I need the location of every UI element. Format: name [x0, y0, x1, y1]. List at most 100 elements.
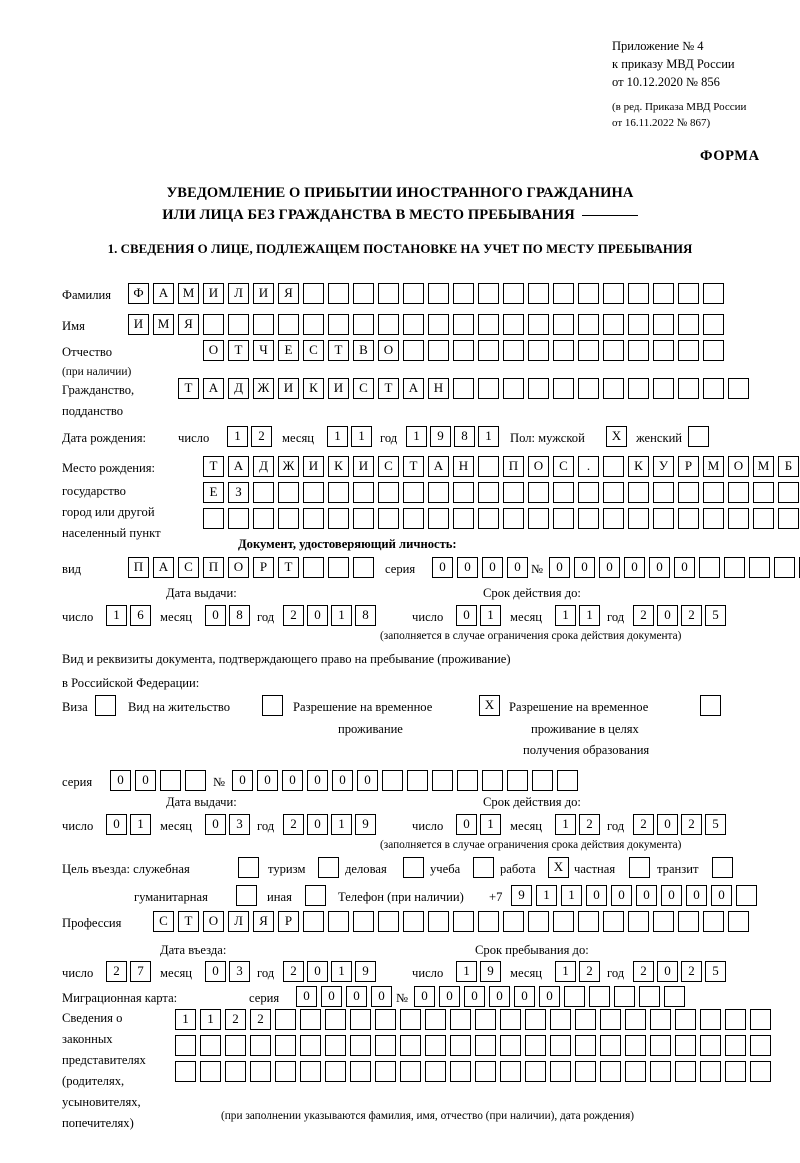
char-cell[interactable] [278, 482, 299, 503]
char-cell[interactable]: Ф [128, 283, 149, 304]
char-cell[interactable] [353, 482, 374, 503]
char-cell[interactable] [728, 911, 749, 932]
char-cell[interactable]: П [203, 557, 224, 578]
char-cell[interactable]: 2 [250, 1009, 271, 1030]
char-cell[interactable]: Л [228, 911, 249, 932]
char-cell[interactable]: А [428, 456, 449, 477]
char-cell[interactable]: О [228, 557, 249, 578]
char-cell[interactable] [353, 911, 374, 932]
char-cell[interactable] [650, 1035, 671, 1056]
char-cell[interactable] [253, 482, 274, 503]
char-cell[interactable] [428, 283, 449, 304]
char-cell[interactable]: 0 [307, 961, 328, 982]
char-cell[interactable] [778, 508, 799, 529]
char-cell[interactable]: 5 [705, 814, 726, 835]
char-cell[interactable]: 8 [229, 605, 250, 626]
char-cell[interactable]: 2 [579, 961, 600, 982]
char-cell[interactable]: 0 [205, 605, 226, 626]
char-cell[interactable] [353, 557, 374, 578]
char-cell[interactable]: 1 [555, 605, 576, 626]
char-cell[interactable] [425, 1009, 446, 1030]
char-cell[interactable]: Л [228, 283, 249, 304]
char-cell[interactable]: 0 [110, 770, 131, 791]
char-cell[interactable]: 2 [579, 814, 600, 835]
char-cell[interactable] [628, 340, 649, 361]
char-cell[interactable] [700, 1061, 721, 1082]
char-cell[interactable] [453, 508, 474, 529]
char-cell[interactable] [678, 340, 699, 361]
char-cell[interactable] [428, 911, 449, 932]
char-cell[interactable]: И [253, 283, 274, 304]
char-cell[interactable] [603, 283, 624, 304]
char-cell[interactable]: 1 [480, 814, 501, 835]
char-cell[interactable] [700, 1035, 721, 1056]
char-cell[interactable] [228, 314, 249, 335]
char-cell[interactable] [528, 482, 549, 503]
char-cell[interactable] [532, 770, 553, 791]
char-cell[interactable]: 0 [624, 557, 645, 578]
char-cell[interactable] [328, 283, 349, 304]
char-cell[interactable] [325, 1035, 346, 1056]
char-cell[interactable] [403, 911, 424, 932]
char-cell[interactable] [500, 1061, 521, 1082]
char-cell[interactable]: 1 [561, 885, 582, 906]
char-cell[interactable] [160, 770, 181, 791]
char-cell[interactable]: 9 [355, 814, 376, 835]
char-cell[interactable]: 0 [282, 770, 303, 791]
char-cell[interactable] [703, 911, 724, 932]
char-cell[interactable]: Е [203, 482, 224, 503]
char-cell[interactable] [303, 482, 324, 503]
char-cell[interactable] [378, 283, 399, 304]
char-cell[interactable] [557, 770, 578, 791]
char-cell[interactable] [564, 986, 585, 1007]
char-cell[interactable]: Я [178, 314, 199, 335]
char-cell[interactable]: А [153, 557, 174, 578]
char-cell[interactable]: 2 [681, 961, 702, 982]
char-cell[interactable] [724, 557, 745, 578]
char-cell[interactable]: 1 [331, 814, 352, 835]
char-cell[interactable] [650, 1009, 671, 1030]
char-cell[interactable]: 0 [514, 986, 535, 1007]
purpose-official-checkbox[interactable] [238, 857, 259, 878]
char-cell[interactable]: 8 [355, 605, 376, 626]
char-cell[interactable] [653, 508, 674, 529]
char-cell[interactable] [328, 314, 349, 335]
char-cell[interactable] [478, 456, 499, 477]
char-cell[interactable]: С [378, 456, 399, 477]
char-cell[interactable]: 0 [321, 986, 342, 1007]
char-cell[interactable] [428, 340, 449, 361]
char-cell[interactable] [350, 1035, 371, 1056]
char-cell[interactable]: А [403, 378, 424, 399]
char-cell[interactable] [453, 340, 474, 361]
char-cell[interactable]: Ж [253, 378, 274, 399]
char-cell[interactable]: У [653, 456, 674, 477]
char-cell[interactable] [503, 508, 524, 529]
char-cell[interactable] [525, 1061, 546, 1082]
char-cell[interactable] [678, 911, 699, 932]
char-cell[interactable] [653, 283, 674, 304]
char-cell[interactable]: К [303, 378, 324, 399]
char-cell[interactable]: М [753, 456, 774, 477]
char-cell[interactable] [778, 482, 799, 503]
char-cell[interactable] [503, 911, 524, 932]
char-cell[interactable] [328, 911, 349, 932]
char-cell[interactable] [528, 508, 549, 529]
char-cell[interactable] [528, 911, 549, 932]
char-cell[interactable]: Р [278, 911, 299, 932]
char-cell[interactable] [578, 314, 599, 335]
char-cell[interactable] [200, 1061, 221, 1082]
char-cell[interactable]: 0 [432, 557, 453, 578]
char-cell[interactable]: Б [778, 456, 799, 477]
char-cell[interactable] [600, 1061, 621, 1082]
char-cell[interactable] [528, 378, 549, 399]
purpose-humanitarian-checkbox[interactable] [236, 885, 257, 906]
